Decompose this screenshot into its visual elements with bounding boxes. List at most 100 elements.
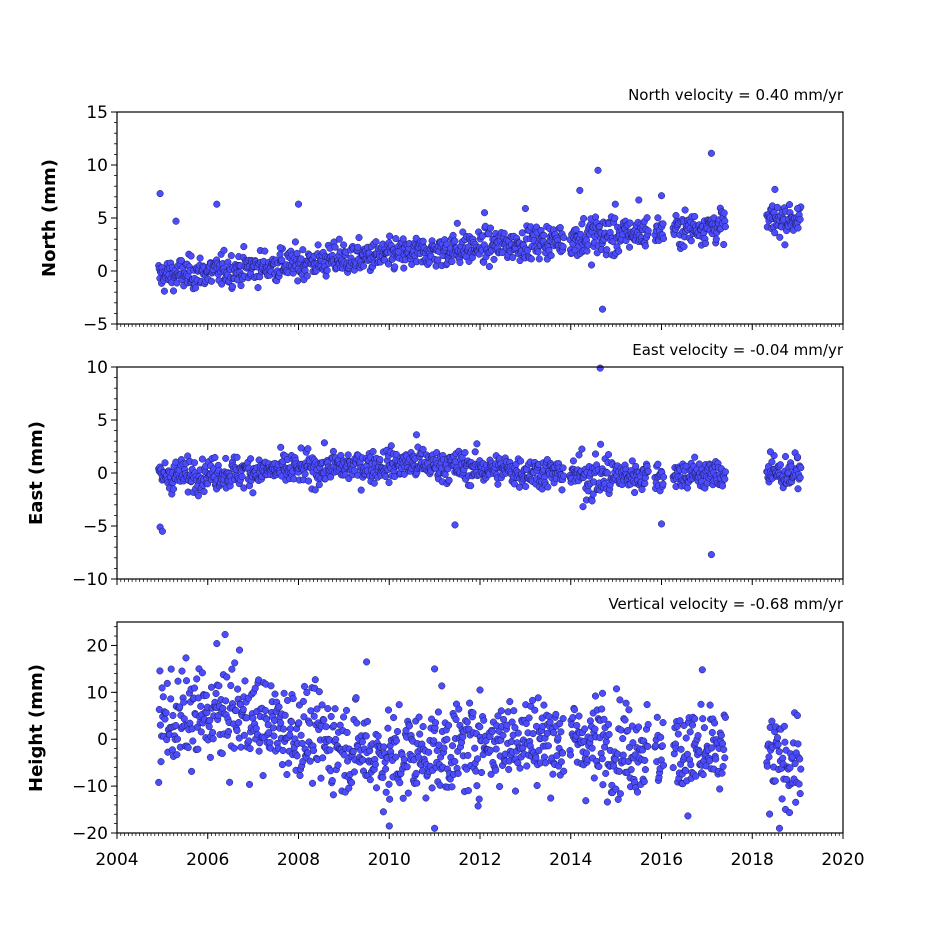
y-tick-label: −10 <box>72 777 108 797</box>
data-point <box>604 720 613 728</box>
outlier-point <box>363 658 371 666</box>
data-point <box>641 242 649 250</box>
data-point <box>384 706 393 714</box>
east-axis-label: East (mm) <box>26 421 47 525</box>
height-axis-label: Height (mm) <box>26 664 47 792</box>
data-point <box>572 225 580 234</box>
data-point <box>448 257 456 266</box>
data-point <box>653 713 661 721</box>
data-point <box>331 243 339 251</box>
data-point <box>331 705 339 713</box>
data-point <box>247 455 255 463</box>
x-tick-label: 2020 <box>821 850 864 870</box>
data-point <box>644 720 652 729</box>
data-point <box>558 486 566 494</box>
outlier-point <box>598 305 607 313</box>
data-point <box>706 701 714 709</box>
data-point <box>299 246 307 254</box>
data-point <box>160 287 168 295</box>
outlier-point <box>521 204 529 213</box>
data-point <box>293 249 301 257</box>
data-point <box>419 723 427 731</box>
data-point <box>400 755 408 763</box>
data-point <box>178 667 186 675</box>
data-point <box>270 732 278 740</box>
data-point <box>218 280 226 288</box>
data-point <box>717 731 725 739</box>
data-point <box>357 486 365 494</box>
outlier-point <box>476 686 484 694</box>
data-point <box>197 728 205 736</box>
data-point <box>631 488 639 497</box>
data-point <box>233 453 241 461</box>
data-point <box>510 707 518 715</box>
y-tick-label: 10 <box>86 156 108 176</box>
data-point <box>399 794 407 802</box>
data-point <box>161 715 169 723</box>
data-point <box>476 723 484 731</box>
data-point <box>597 440 605 448</box>
data-point <box>721 713 729 721</box>
data-point <box>322 723 330 731</box>
data-point <box>162 709 170 717</box>
data-point <box>463 718 471 726</box>
data-point <box>445 476 453 484</box>
data-point <box>416 730 424 738</box>
data-point <box>573 721 581 730</box>
data-point <box>281 711 289 719</box>
data-point <box>343 728 351 737</box>
data-point <box>280 689 288 697</box>
data-point <box>641 766 649 774</box>
data-point <box>226 778 234 786</box>
data-point <box>370 479 378 487</box>
data-point <box>310 746 318 755</box>
data-point <box>559 715 567 723</box>
data-point <box>781 738 789 746</box>
outlier-point <box>412 431 421 439</box>
data-point <box>473 755 482 763</box>
data-point <box>461 449 469 457</box>
data-point <box>796 790 804 798</box>
data-point <box>304 477 313 485</box>
data-point <box>580 214 588 223</box>
data-point <box>681 206 689 214</box>
outlier-point <box>213 200 221 208</box>
data-point <box>269 724 277 732</box>
y-tick-label: −5 <box>83 517 108 537</box>
data-point <box>220 246 228 254</box>
data-point <box>372 784 381 792</box>
data-point <box>523 762 531 770</box>
data-point <box>295 719 303 727</box>
outlier-point <box>594 166 602 174</box>
data-point <box>329 791 337 799</box>
data-point <box>299 697 307 705</box>
data-point <box>591 450 600 458</box>
x-tick-label: 2016 <box>640 850 683 870</box>
data-point <box>531 706 539 714</box>
data-point <box>233 726 241 735</box>
data-point <box>366 776 374 784</box>
data-point <box>445 721 453 729</box>
outlier-point <box>172 217 180 225</box>
data-point <box>196 254 204 262</box>
data-point <box>243 714 251 722</box>
data-point <box>797 765 805 773</box>
data-point <box>556 224 564 232</box>
data-point <box>320 439 328 447</box>
data-point <box>167 695 175 703</box>
data-point <box>456 258 464 267</box>
north-panel: North velocity = 0.40 mm/yr North (mm) −… <box>39 86 844 335</box>
data-point <box>773 734 782 742</box>
data-point <box>319 754 327 762</box>
data-point <box>781 452 790 461</box>
scatter-points <box>155 630 805 832</box>
x-tick-label: 2008 <box>277 850 320 870</box>
data-point <box>796 473 804 482</box>
data-point <box>771 777 779 785</box>
data-point <box>765 753 773 761</box>
y-tick-label: −10 <box>72 570 108 590</box>
data-point <box>184 744 192 752</box>
outlier-point <box>775 824 784 832</box>
data-point <box>238 473 246 481</box>
data-point <box>277 719 285 727</box>
